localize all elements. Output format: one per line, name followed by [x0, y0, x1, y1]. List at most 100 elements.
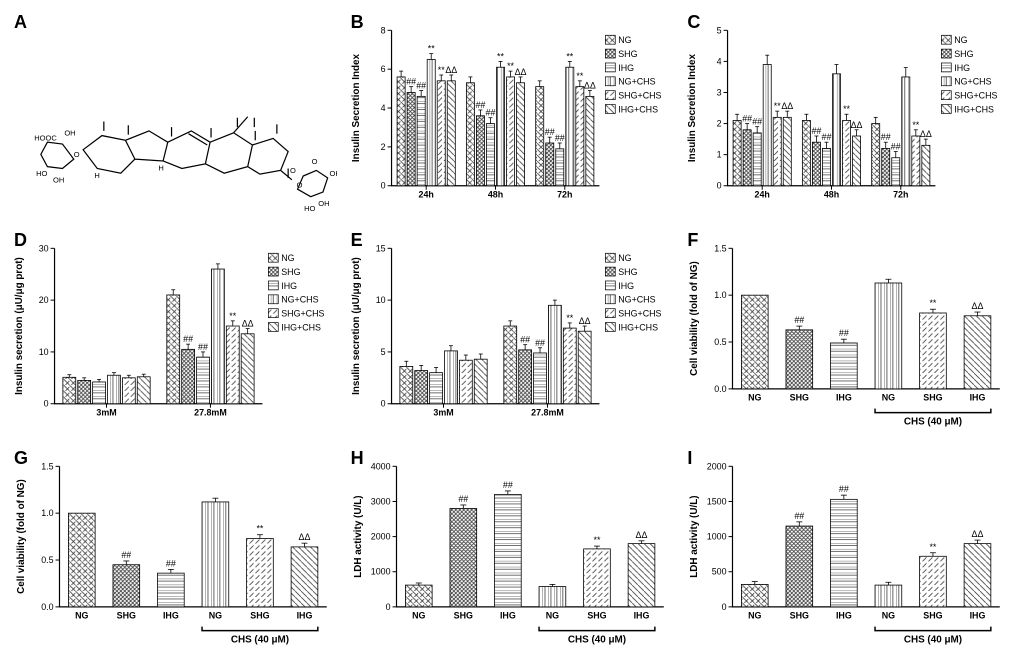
- panel-D: D0102030Insulin secretion (μU/μg prot)3m…: [10, 228, 337, 436]
- svg-text:6: 6: [380, 64, 385, 74]
- svg-text:72h: 72h: [893, 190, 908, 200]
- svg-text:15: 15: [375, 243, 385, 253]
- svg-text:SHG: SHG: [618, 49, 637, 59]
- svg-text:SHG: SHG: [281, 267, 300, 277]
- svg-text:2: 2: [380, 142, 385, 152]
- svg-text:10: 10: [375, 295, 385, 305]
- svg-text:ΔΔ: ΔΔ: [445, 65, 457, 75]
- svg-text:24h: 24h: [755, 190, 770, 200]
- svg-text:NG: NG: [75, 611, 88, 621]
- panel-B: B02468Insulin Secretion Index####****ΔΔ2…: [347, 10, 674, 218]
- svg-text:SHG+CHS: SHG+CHS: [618, 91, 661, 101]
- chart-I: 0500100015002000LDH activity (U/L)NG##SH…: [683, 446, 1010, 654]
- svg-text:OH: OH: [330, 169, 337, 178]
- svg-text:SHG+CHS: SHG+CHS: [955, 91, 998, 101]
- svg-text:Insulin Secretion Index: Insulin Secretion Index: [687, 53, 698, 162]
- panel-C: C012345Insulin Secretion Index####**ΔΔ24…: [683, 10, 1010, 218]
- svg-text:IHG: IHG: [618, 63, 634, 73]
- svg-text:O: O: [74, 150, 80, 159]
- svg-text:**: **: [497, 51, 504, 61]
- svg-text:CHS (40 μM): CHS (40 μM): [231, 634, 289, 645]
- svg-text:##: ##: [544, 127, 554, 137]
- svg-text:ΔΔ: ΔΔ: [242, 319, 254, 329]
- svg-text:IHG: IHG: [618, 281, 634, 291]
- svg-text:1.0: 1.0: [715, 290, 727, 300]
- svg-text:**: **: [593, 535, 600, 545]
- svg-text:NG: NG: [412, 611, 425, 621]
- svg-text:NG+CHS: NG+CHS: [618, 77, 655, 87]
- svg-text:**: **: [774, 101, 781, 111]
- svg-text:##: ##: [795, 315, 805, 325]
- svg-text:NG: NG: [955, 35, 968, 45]
- svg-text:**: **: [229, 311, 236, 321]
- svg-text:ΔΔ: ΔΔ: [514, 67, 526, 77]
- svg-text:NG: NG: [882, 611, 895, 621]
- svg-text:NG: NG: [209, 611, 222, 621]
- svg-text:4: 4: [717, 56, 722, 66]
- panel-E: E051015Insulin secretion (μU/μg prot)3mM…: [347, 228, 674, 436]
- svg-text:Cell viability (fold of NG): Cell viability (fold of NG): [689, 261, 700, 376]
- svg-text:##: ##: [520, 335, 530, 345]
- svg-text:IHG: IHG: [970, 611, 986, 621]
- panel-A: AOHOOCHOOHOHOOOHHOOHOHH: [10, 10, 337, 218]
- svg-text:NG: NG: [618, 35, 631, 45]
- svg-text:3mM: 3mM: [96, 408, 116, 418]
- svg-text:2000: 2000: [707, 461, 727, 471]
- panel-I: I0500100015002000LDH activity (U/L)NG##S…: [683, 446, 1010, 654]
- svg-text:10: 10: [39, 347, 49, 357]
- svg-text:1.5: 1.5: [41, 461, 53, 471]
- svg-text:**: **: [566, 313, 573, 323]
- svg-text:OH: OH: [53, 176, 64, 185]
- svg-text:48h: 48h: [824, 190, 839, 200]
- svg-text:5: 5: [717, 25, 722, 35]
- svg-text:**: **: [256, 524, 263, 534]
- svg-text:ΔΔ: ΔΔ: [584, 81, 596, 91]
- svg-text:H: H: [94, 171, 99, 180]
- svg-text:**: **: [913, 120, 920, 130]
- svg-text:SHG: SHG: [587, 611, 606, 621]
- svg-text:H: H: [158, 163, 163, 172]
- svg-text:0.0: 0.0: [715, 384, 727, 394]
- chart-F: 0.00.51.01.5Cell viability (fold of NG)N…: [683, 228, 1010, 436]
- panel-label-G: G: [14, 448, 28, 469]
- svg-text:0: 0: [44, 399, 49, 409]
- svg-text:SHG: SHG: [924, 393, 943, 403]
- svg-text:IHG: IHG: [163, 611, 179, 621]
- svg-text:27.8mM: 27.8mM: [194, 408, 227, 418]
- svg-text:##: ##: [839, 484, 849, 494]
- svg-text:NG: NG: [281, 253, 294, 263]
- svg-text:CHS (40 μM): CHS (40 μM): [904, 634, 962, 645]
- svg-text:IHG: IHG: [955, 63, 971, 73]
- svg-text:1000: 1000: [707, 531, 727, 541]
- svg-text:0.5: 0.5: [715, 337, 727, 347]
- svg-text:##: ##: [503, 480, 513, 490]
- svg-text:1.5: 1.5: [715, 243, 727, 253]
- svg-text:0: 0: [385, 602, 390, 612]
- svg-text:**: **: [507, 61, 514, 71]
- svg-text:NG+CHS: NG+CHS: [281, 295, 318, 305]
- chart-C: 012345Insulin Secretion Index####**ΔΔ24h…: [683, 10, 1010, 218]
- svg-text:##: ##: [416, 81, 426, 91]
- svg-text:##: ##: [822, 132, 832, 142]
- chart-G: 0.00.51.01.5Cell viability (fold of NG)N…: [10, 446, 337, 654]
- svg-text:SHG: SHG: [117, 611, 136, 621]
- svg-text:##: ##: [535, 338, 545, 348]
- svg-text:##: ##: [881, 132, 891, 142]
- svg-text:**: **: [427, 44, 434, 54]
- svg-text:##: ##: [554, 133, 564, 143]
- svg-text:NG: NG: [545, 611, 558, 621]
- svg-text:SHG: SHG: [453, 611, 472, 621]
- svg-text:##: ##: [753, 117, 763, 127]
- svg-text:30: 30: [39, 243, 49, 253]
- svg-text:3: 3: [717, 87, 722, 97]
- svg-text:HOOC: HOOC: [34, 133, 57, 142]
- chart-H: 01000200030004000LDH activity (U/L)NG##S…: [347, 446, 674, 654]
- svg-text:SHG: SHG: [790, 611, 809, 621]
- svg-text:ΔΔ: ΔΔ: [578, 316, 590, 326]
- svg-text:HO: HO: [36, 169, 47, 178]
- svg-text:27.8mM: 27.8mM: [531, 408, 564, 418]
- svg-text:**: **: [843, 104, 850, 114]
- svg-text:SHG: SHG: [790, 393, 809, 403]
- svg-text:NG: NG: [618, 253, 631, 263]
- svg-text:0: 0: [722, 602, 727, 612]
